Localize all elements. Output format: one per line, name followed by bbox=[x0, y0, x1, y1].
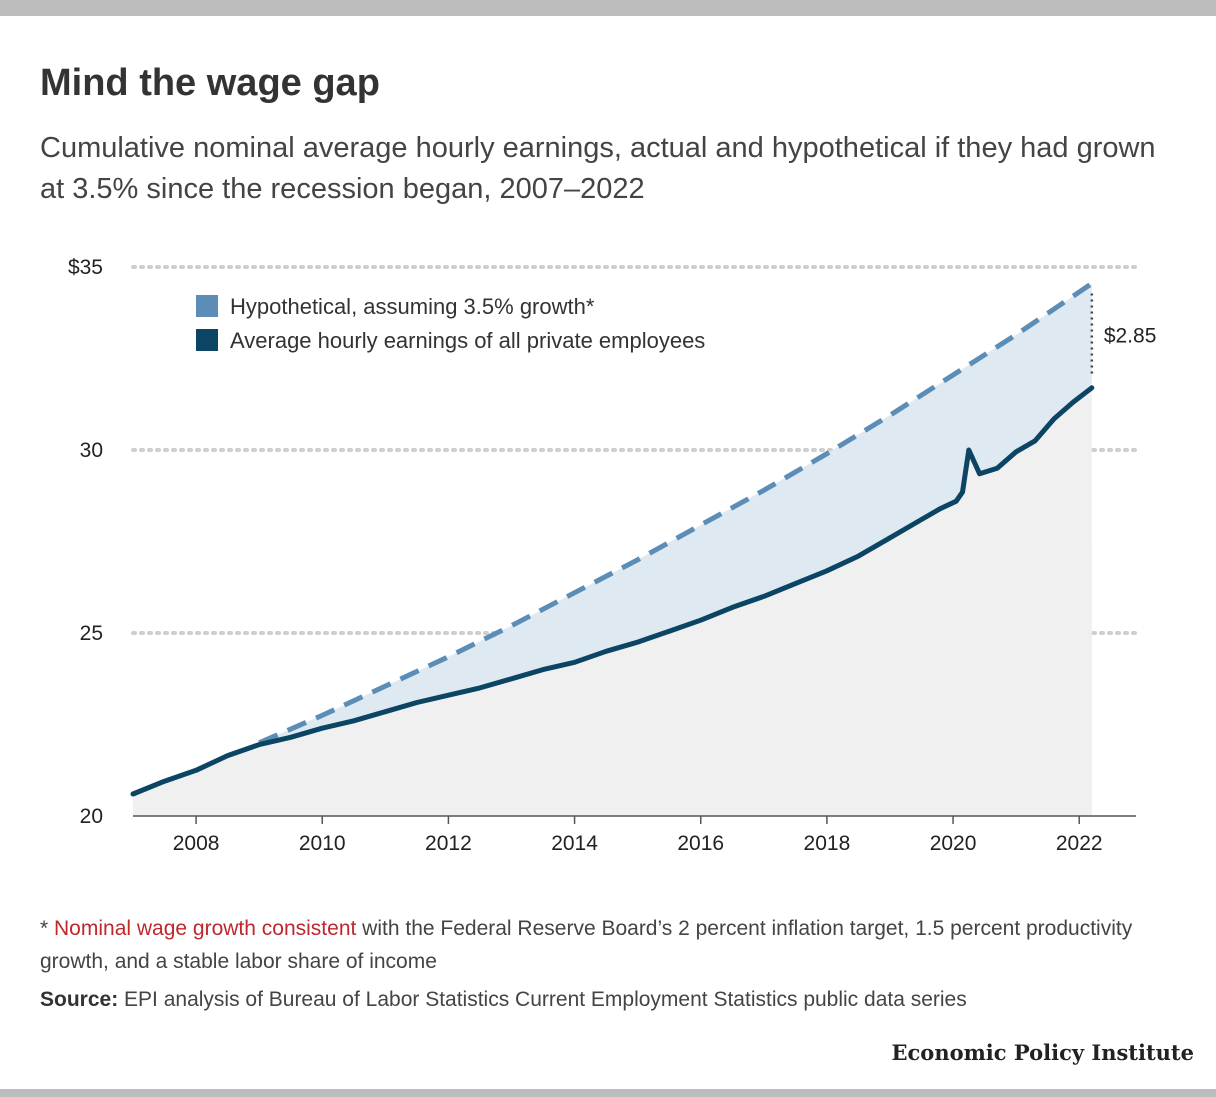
legend-swatch-actual bbox=[196, 329, 218, 351]
source-label: Source: bbox=[40, 988, 119, 1011]
footnote-text: with the Federal Reserve Board’s 2 perce… bbox=[40, 917, 1133, 973]
legend-label-actual: Average hourly earnings of all private e… bbox=[230, 328, 705, 353]
gap-label: $2.85 bbox=[1104, 325, 1157, 348]
bottom-border bbox=[0, 1089, 1216, 1097]
x-tick-label: 2008 bbox=[173, 832, 220, 855]
x-tick-label: 2010 bbox=[299, 832, 346, 855]
y-tick-label: 20 bbox=[80, 805, 103, 828]
chart-subtitle: Cumulative nominal average hourly earnin… bbox=[40, 132, 1156, 205]
legend-swatch-hypothetical bbox=[196, 295, 218, 317]
legend-label-hypothetical: Hypothetical, assuming 3.5% growth* bbox=[230, 294, 595, 319]
y-tick-label: $35 bbox=[68, 256, 103, 279]
x-tick-label: 2022 bbox=[1056, 832, 1103, 855]
footnote-asterisk: * bbox=[40, 917, 55, 940]
tick-labels: 20 25 30 $35 2008 2010 2012 2014 2016 2018 2020 202… bbox=[68, 256, 1103, 855]
y-tick-label: 25 bbox=[80, 622, 103, 645]
x-tick-label: 2020 bbox=[930, 832, 977, 855]
source-note: Source: EPI analysis of Bureau of Labor … bbox=[40, 988, 967, 1012]
y-tick-label: 30 bbox=[80, 439, 103, 462]
top-border bbox=[0, 0, 1216, 16]
chart-title: Mind the wage gap bbox=[40, 62, 380, 104]
legend: Hypothetical, assuming 3.5% growth* Aver… bbox=[196, 294, 705, 353]
x-tick-label: 2012 bbox=[425, 832, 472, 855]
brand-logo-text: Economic Policy Institute bbox=[891, 1040, 1194, 1065]
footnote: * Nominal wage growth consistent with th… bbox=[40, 912, 1190, 978]
x-tick-label: 2018 bbox=[804, 832, 851, 855]
footnote-link[interactable]: Nominal wage growth consistent bbox=[54, 917, 357, 940]
series-line-actual bbox=[130, 385, 1095, 797]
area-wage-gap bbox=[259, 283, 1092, 745]
x-tick-label: 2016 bbox=[677, 832, 724, 855]
x-tick-label: 2014 bbox=[551, 832, 598, 855]
area-under-actual bbox=[133, 387, 1092, 816]
source-text: EPI analysis of Bureau of Labor Statisti… bbox=[118, 988, 967, 1011]
